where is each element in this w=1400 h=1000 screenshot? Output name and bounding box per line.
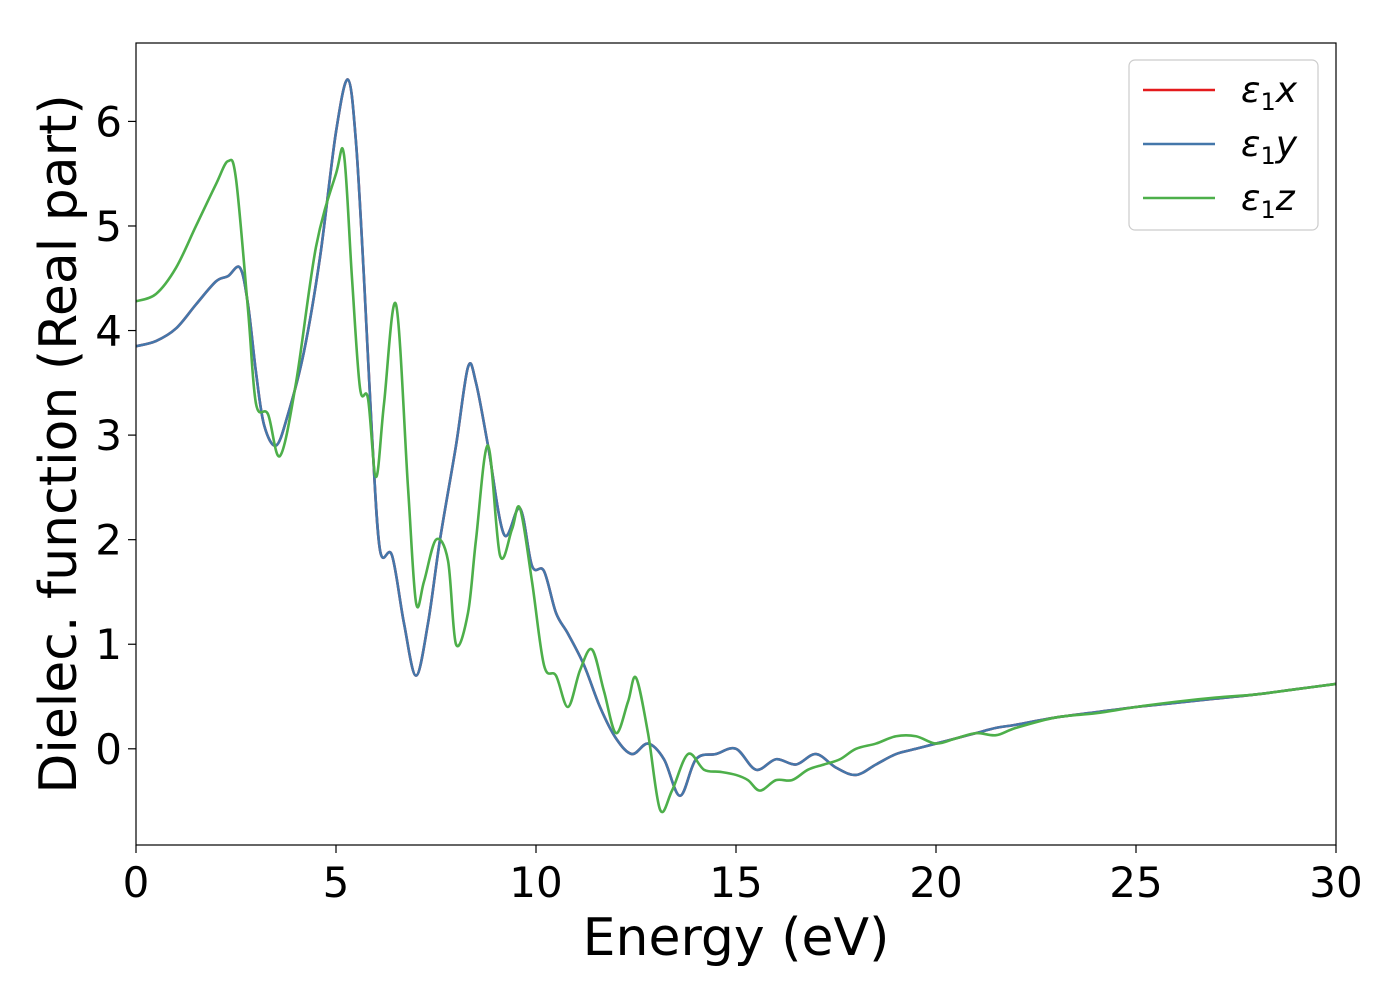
y-tick-label: 3 — [95, 411, 122, 460]
x-tick-label: 25 — [1109, 858, 1162, 907]
y-tick-label: 2 — [95, 516, 122, 565]
x-tick-label: 15 — [709, 858, 762, 907]
y-tick-label: 6 — [95, 97, 122, 146]
y-axis-label: Dielec. function (Real part) — [29, 94, 89, 793]
y-tick-label: 1 — [95, 620, 122, 669]
y-ticks: 0 1 2 3 4 5 6 — [95, 97, 136, 774]
x-tick-label: 20 — [909, 858, 962, 907]
x-tick-label: 10 — [509, 858, 562, 907]
legend-label: ε1z — [1241, 178, 1296, 224]
lines-layer — [136, 78, 1336, 814]
x-tick-label: 30 — [1309, 858, 1362, 907]
x-ticks: 0 5 10 15 20 25 30 — [123, 845, 1363, 907]
y-tick-label: 0 — [95, 725, 122, 774]
x-axis-label: Energy (eV) — [583, 908, 890, 968]
legend-box — [1128, 59, 1319, 231]
x-tick-label: 5 — [323, 858, 350, 907]
legend-label: ε1x — [1241, 70, 1298, 116]
y-tick-label: 5 — [95, 202, 122, 251]
y-tick-label: 4 — [95, 307, 122, 356]
x-tick-label: 0 — [123, 858, 150, 907]
legend: ε1x ε1y ε1z — [1128, 59, 1319, 231]
series-line-z — [136, 147, 1336, 814]
legend-label: ε1y — [1241, 124, 1298, 170]
